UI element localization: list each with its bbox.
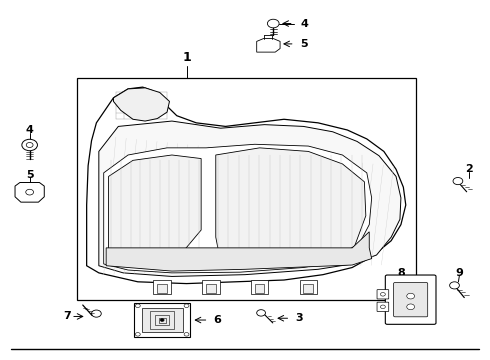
Circle shape (453, 177, 463, 185)
Circle shape (380, 305, 385, 309)
Bar (155, 315, 170, 325)
Polygon shape (257, 39, 280, 52)
Text: 4: 4 (300, 18, 308, 28)
Circle shape (184, 304, 189, 307)
Circle shape (26, 189, 33, 195)
Bar (159, 318, 166, 323)
Bar (255, 284, 265, 293)
FancyBboxPatch shape (377, 290, 389, 299)
Circle shape (22, 139, 37, 151)
Polygon shape (109, 155, 201, 265)
Bar (202, 280, 220, 294)
Circle shape (450, 282, 460, 289)
FancyBboxPatch shape (393, 283, 428, 317)
Circle shape (268, 19, 279, 28)
Text: 4: 4 (25, 125, 34, 135)
Text: 7: 7 (63, 311, 71, 321)
Bar (150, 311, 174, 329)
Text: 2: 2 (465, 164, 473, 174)
Bar (153, 280, 171, 294)
Bar (206, 284, 216, 293)
Circle shape (26, 143, 33, 148)
Polygon shape (99, 121, 401, 276)
FancyBboxPatch shape (385, 275, 436, 324)
Text: 3: 3 (295, 313, 303, 323)
Circle shape (184, 333, 189, 336)
Circle shape (407, 293, 415, 299)
Bar (157, 284, 167, 293)
Text: 8: 8 (397, 268, 405, 278)
Circle shape (257, 310, 266, 316)
Circle shape (380, 293, 385, 296)
Bar (299, 280, 317, 294)
Polygon shape (15, 183, 44, 202)
Bar (303, 284, 313, 293)
Polygon shape (114, 88, 170, 121)
FancyBboxPatch shape (377, 302, 389, 311)
Text: 9: 9 (455, 268, 464, 278)
Text: 1: 1 (182, 51, 191, 64)
Bar (77, 78, 416, 300)
Text: 5: 5 (300, 39, 308, 49)
Bar (251, 280, 269, 294)
Polygon shape (106, 232, 372, 271)
Circle shape (407, 304, 415, 310)
Text: 5: 5 (26, 170, 33, 180)
Circle shape (92, 310, 101, 317)
Circle shape (135, 333, 140, 336)
Bar (134, 303, 191, 337)
Bar (142, 308, 183, 332)
Circle shape (160, 319, 164, 321)
Polygon shape (104, 144, 372, 273)
Polygon shape (87, 87, 406, 284)
Circle shape (135, 304, 140, 307)
Polygon shape (216, 148, 366, 266)
Text: 6: 6 (213, 315, 221, 325)
